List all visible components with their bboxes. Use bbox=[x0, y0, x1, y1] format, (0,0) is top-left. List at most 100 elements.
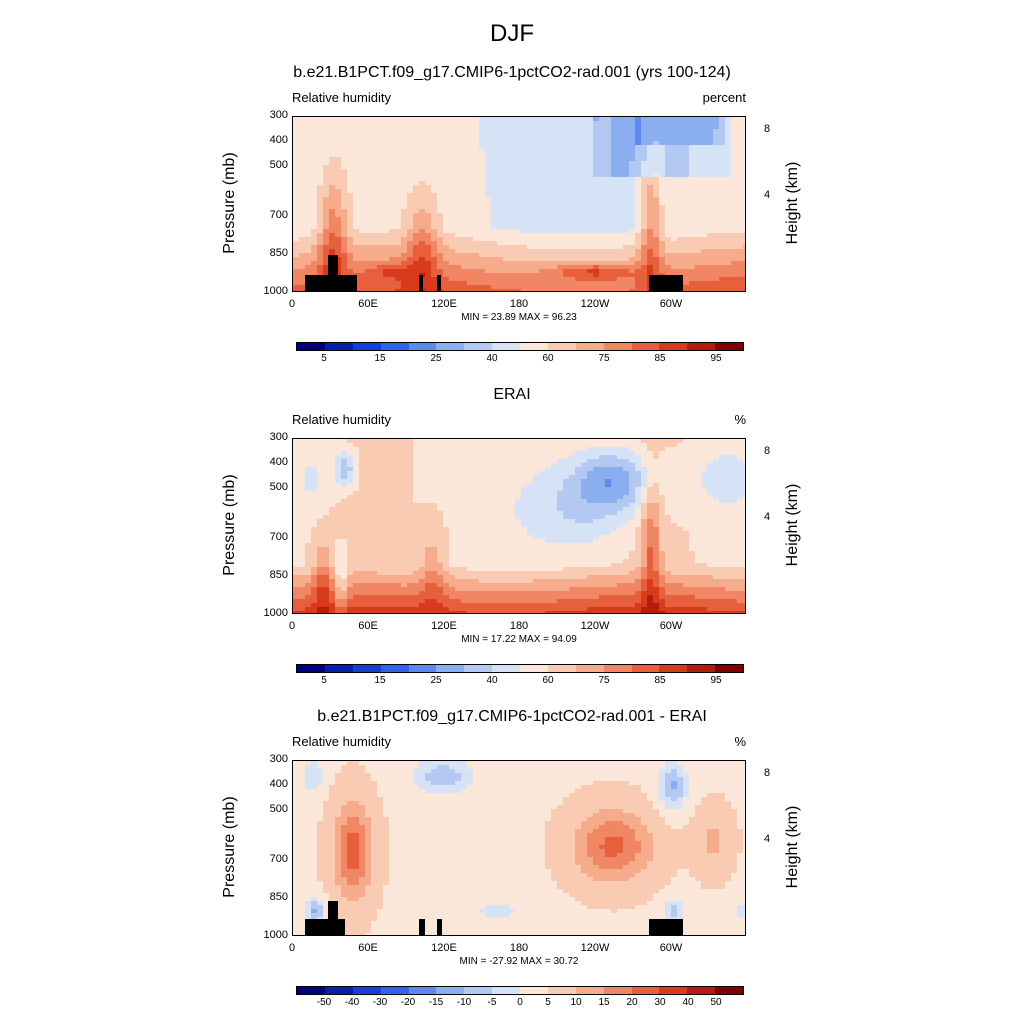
contour-cell bbox=[599, 265, 606, 270]
contour-cell bbox=[443, 281, 450, 286]
contour-cell bbox=[365, 519, 372, 524]
contour-cell bbox=[653, 137, 660, 142]
contour-cell bbox=[317, 137, 324, 142]
contour-cell bbox=[461, 161, 468, 166]
contour-cell bbox=[521, 447, 528, 452]
contour-cell bbox=[563, 141, 570, 146]
contour-cell bbox=[407, 443, 414, 448]
contour-cell bbox=[377, 249, 384, 254]
contour-cell bbox=[377, 157, 384, 162]
contour-cell bbox=[527, 507, 534, 512]
contour-cell bbox=[323, 447, 330, 452]
contour-cell bbox=[479, 439, 486, 444]
contour-cell bbox=[527, 217, 534, 222]
contour-cell bbox=[647, 117, 654, 122]
contour-cell bbox=[725, 161, 732, 166]
contour-cell bbox=[587, 253, 594, 258]
contour-cell bbox=[659, 245, 666, 250]
contour-cell bbox=[719, 145, 726, 150]
contour-cell bbox=[317, 193, 324, 198]
contour-cell bbox=[383, 137, 390, 142]
contour-cell bbox=[425, 177, 432, 182]
contour-cell bbox=[527, 451, 534, 456]
contour-cell bbox=[467, 237, 474, 242]
contour-cell bbox=[365, 137, 372, 142]
contour-cell bbox=[695, 149, 702, 154]
contour-cell bbox=[539, 153, 546, 158]
contour-cell bbox=[533, 145, 540, 150]
contour-cell bbox=[725, 245, 732, 250]
contour-cell bbox=[659, 185, 666, 190]
contour-cell bbox=[455, 133, 462, 138]
contour-cell bbox=[311, 475, 318, 480]
contour-cell bbox=[389, 261, 396, 266]
contour-cell bbox=[419, 491, 426, 496]
contour-cell bbox=[431, 189, 438, 194]
contour-cell bbox=[353, 463, 360, 468]
contour-cell bbox=[737, 189, 744, 194]
contour-cell bbox=[329, 475, 336, 480]
contour-cell bbox=[671, 149, 678, 154]
contour-cell bbox=[323, 165, 330, 170]
contour-cell bbox=[359, 455, 366, 460]
contour-cell bbox=[593, 193, 600, 198]
contour-cell bbox=[485, 181, 492, 186]
contour-cell bbox=[317, 443, 324, 448]
contour-cell bbox=[701, 475, 708, 480]
contour-cell bbox=[431, 261, 438, 266]
contour-cell bbox=[737, 233, 744, 238]
contour-cell bbox=[497, 185, 504, 190]
contour-cell bbox=[323, 265, 330, 270]
contour-cell bbox=[593, 455, 600, 460]
contour-cell bbox=[299, 237, 306, 242]
colorbar-swatch bbox=[352, 343, 381, 350]
contour-cell bbox=[491, 483, 498, 488]
contour-cell bbox=[665, 221, 672, 226]
contour-cell bbox=[665, 475, 672, 480]
contour-cell bbox=[461, 181, 468, 186]
contour-cell bbox=[617, 221, 624, 226]
contour-cell bbox=[593, 157, 600, 162]
contour-cell bbox=[593, 145, 600, 150]
contour-cell bbox=[611, 519, 618, 524]
contour-cell bbox=[515, 229, 522, 234]
contour-cell bbox=[653, 117, 660, 122]
contour-cell bbox=[521, 133, 528, 138]
contour-cell bbox=[611, 447, 618, 452]
contour-cell bbox=[317, 269, 324, 274]
contour-cell bbox=[545, 189, 552, 194]
contour-cell bbox=[413, 507, 420, 512]
contour-cell bbox=[569, 165, 576, 170]
contour-cell bbox=[587, 245, 594, 250]
contour-cell bbox=[383, 463, 390, 468]
contour-cell bbox=[383, 169, 390, 174]
contour-cell bbox=[707, 121, 714, 126]
contour-cell bbox=[743, 237, 745, 242]
contour-cell bbox=[551, 479, 558, 484]
contour-cell bbox=[527, 229, 534, 234]
contour-cell bbox=[491, 265, 498, 270]
contour-cell bbox=[455, 137, 462, 142]
contour-cell bbox=[695, 145, 702, 150]
contour-cell bbox=[575, 225, 582, 230]
contour-cell bbox=[335, 141, 342, 146]
contour-cell bbox=[359, 483, 366, 488]
contour-cell bbox=[677, 455, 684, 460]
contour-cell bbox=[689, 169, 696, 174]
contour-cell bbox=[437, 129, 444, 134]
contour-cell bbox=[371, 269, 378, 274]
contour-cell bbox=[743, 463, 745, 468]
contour-cell bbox=[569, 201, 576, 206]
contour-cell bbox=[701, 241, 708, 246]
contour-cell bbox=[479, 507, 486, 512]
contour-cell bbox=[623, 289, 630, 291]
contour-cell bbox=[383, 511, 390, 516]
contour-cell bbox=[695, 233, 702, 238]
contour-cell bbox=[467, 213, 474, 218]
contour-cell bbox=[545, 209, 552, 214]
colorbar-tick-label: 15 bbox=[374, 353, 386, 364]
contour-cell bbox=[437, 499, 444, 504]
contour-cell bbox=[437, 149, 444, 154]
contour-cell bbox=[593, 153, 600, 158]
contour-cell bbox=[617, 253, 624, 258]
